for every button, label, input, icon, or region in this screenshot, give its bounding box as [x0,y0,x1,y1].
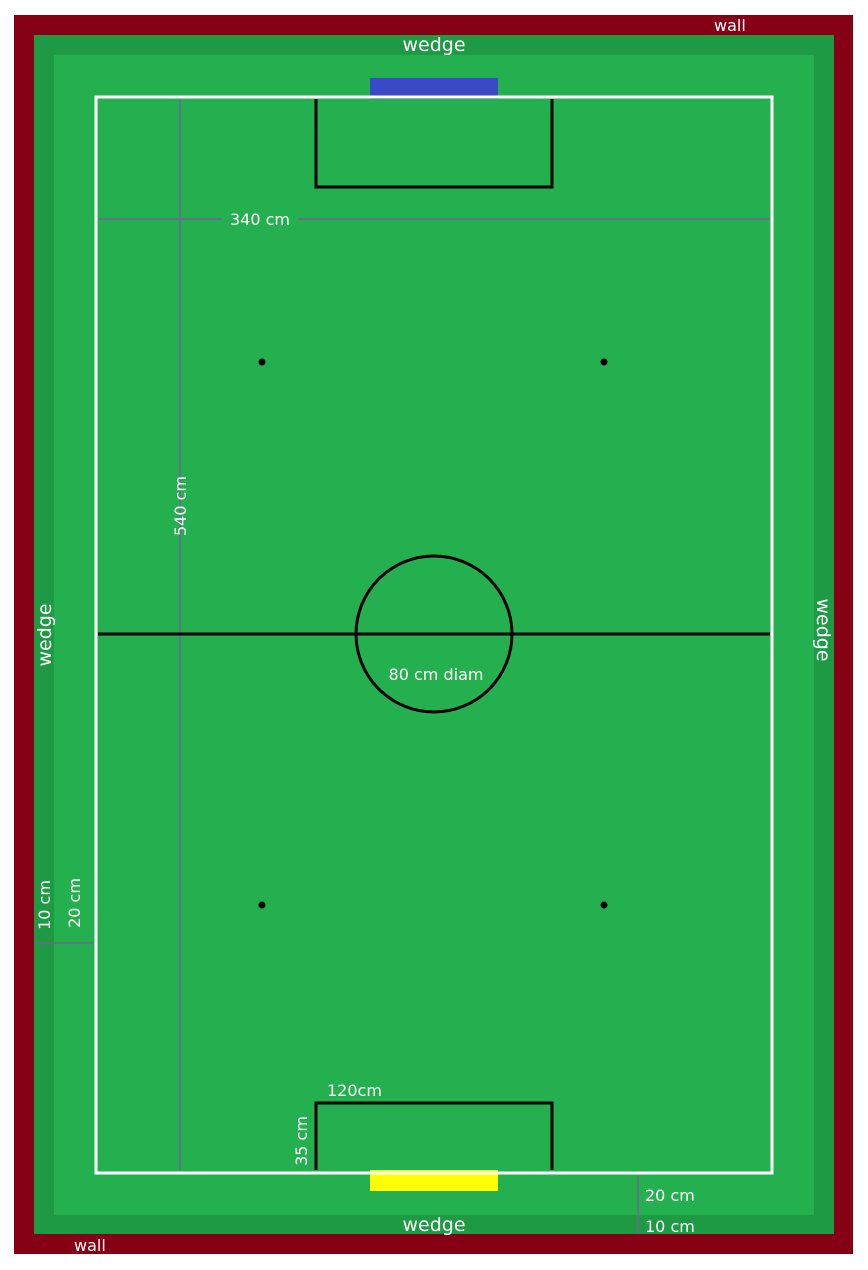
goal-bottom [370,1170,498,1191]
neutral-spot-top-right [600,358,608,366]
label-field-width: 340 cm [230,210,290,229]
penalty-area-bottom [314,1101,554,1170]
neutral-spot-top-left [258,358,266,366]
label-circle-diameter: 80 cm diam [389,665,484,684]
label-left-wall-gap: 10 cm [35,880,54,930]
label-wedge-right: wedge [812,598,834,661]
penalty-area-top [314,99,554,189]
neutral-spot-bottom-left [258,901,266,909]
label-wall-bottom: wall [74,1236,106,1255]
label-penalty-depth: 35 cm [292,1116,311,1166]
label-bottom-wall-gap: 10 cm [645,1217,695,1236]
label-field-length: 540 cm [171,476,190,536]
label-wedge-bottom: wedge [402,1214,465,1236]
label-wall-top: wall [714,16,746,35]
goal-top [370,78,498,99]
neutral-spot-bottom-right [600,901,608,909]
label-left-wedge-gap: 20 cm [65,878,84,928]
label-wedge-left: wedge [34,603,56,666]
field-boundary [94,95,774,1175]
label-bottom-wedge-gap: 20 cm [645,1186,695,1205]
center-circle [354,554,514,714]
label-penalty-width: 120cm [327,1081,382,1100]
label-wedge-top: wedge [402,34,465,56]
